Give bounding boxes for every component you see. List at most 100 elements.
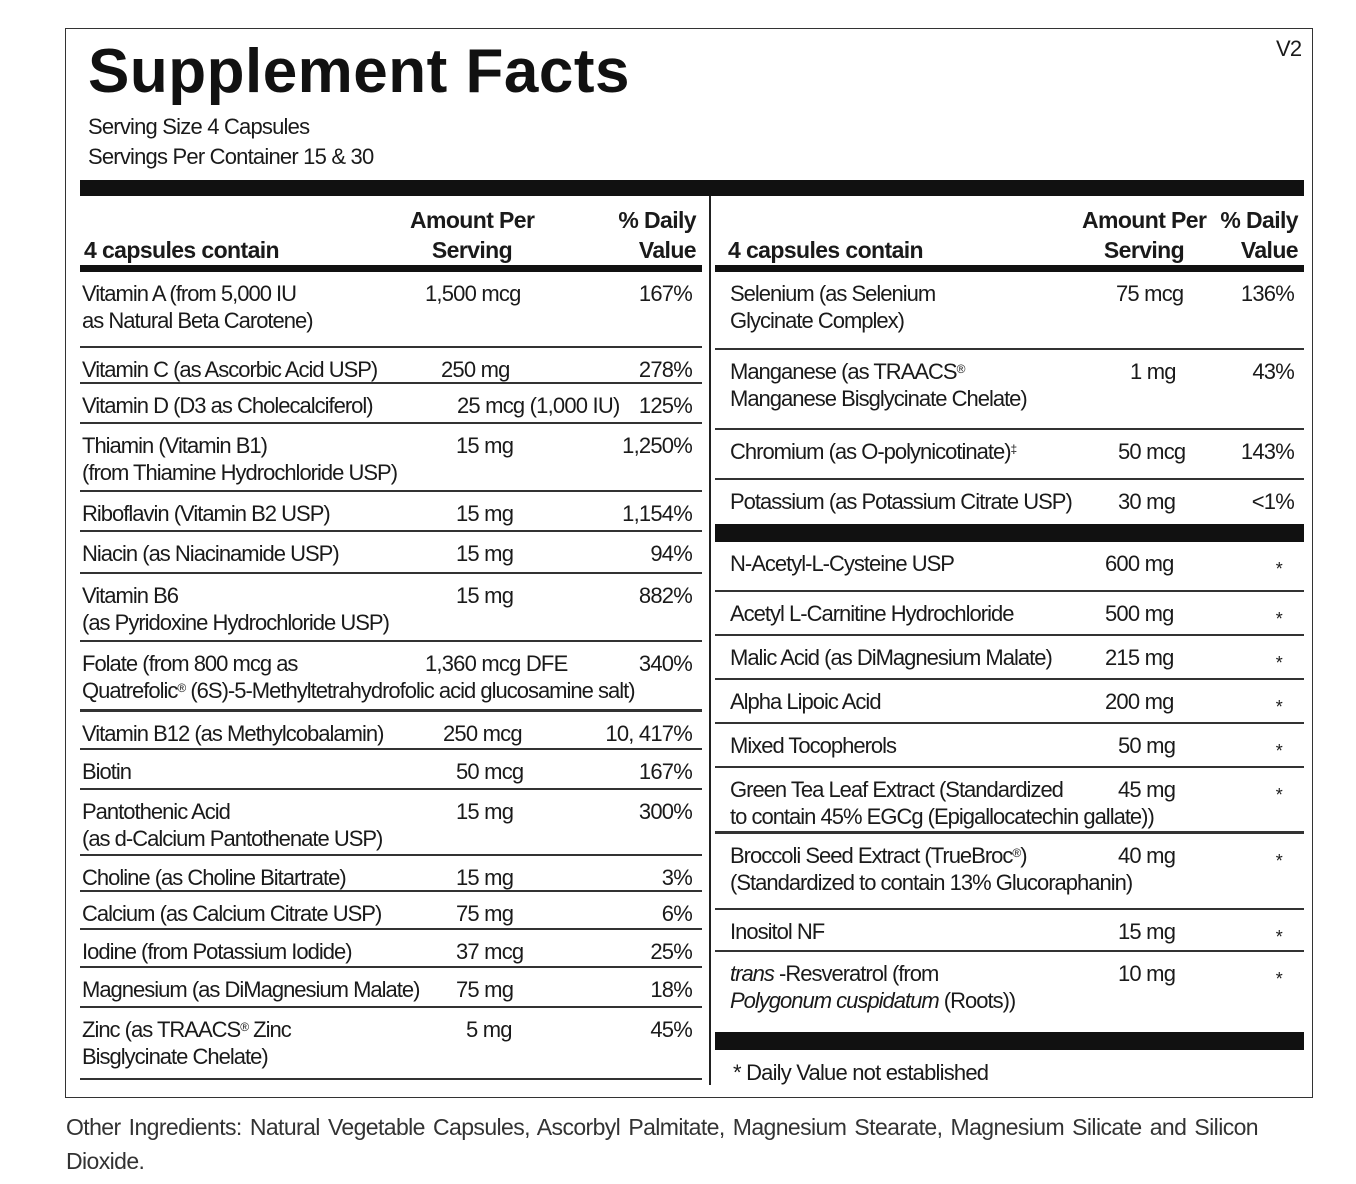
other-ingredients: Other Ingredients: Natural Vegetable Cap…: [66, 1114, 1259, 1174]
header-amount-line2: Serving: [431, 237, 513, 263]
nutrient-row: Green Tea Leaf Extract (Standardized to c…: [715, 768, 1304, 834]
nutrient-name-line: Vitamin B12 (as Methylcobalamin): [82, 721, 384, 746]
nutrient-daily-value: *: [1275, 559, 1283, 579]
nutrient-row: Acetyl L-Carnitine Hydrochloride 500 mg *: [715, 592, 1304, 636]
nutrient-row: N-Acetyl-L-Cysteine USP 600 mg *: [715, 542, 1304, 592]
nutrient-name: Choline (as Choline Bitartrate): [82, 864, 347, 891]
nutrient-name: Vitamin D (D3 as Cholecalciferol): [82, 392, 374, 419]
left-header-amount: Amount Per Serving: [410, 205, 535, 265]
nutrient-amount: 15 mg: [456, 541, 514, 566]
nutrient-name-line: Chromium (as O-polynicotinate)‡: [730, 439, 1017, 464]
version-label: V2: [1276, 36, 1302, 61]
nutrient-daily-value: 18%: [650, 977, 692, 1002]
nutrient-amount: 600 mg: [1105, 551, 1174, 576]
nutrient-name-line: Selenium (as Selenium: [730, 281, 936, 306]
nutrient-name: Potassium (as Potassium Citrate USP): [730, 488, 1073, 515]
nutrient-name-line: Acetyl L-Carnitine Hydrochloride: [730, 601, 1014, 626]
nutrient-name-line: Inositol NF: [730, 919, 825, 944]
nutrient-daily-value: *: [1275, 927, 1283, 947]
nutrient-name-line: Bisglycinate Chelate): [82, 1044, 269, 1069]
nutrient-row: Niacin (as Niacinamide USP) 15 mg 94%: [80, 532, 702, 574]
right-mid-bar: [715, 524, 1304, 542]
nutrient-name-line: Folate (from 800 mcg as: [82, 651, 298, 676]
column-divider: [709, 196, 711, 1085]
nutrient-daily-value: *: [1275, 697, 1283, 717]
nutrient-row: Mixed Tocopherols 50 mg *: [715, 724, 1304, 768]
nutrient-name: Thiamin (Vitamin B1) (from Thiamine Hydro…: [82, 432, 398, 486]
nutrient-amount: 75 mcg: [1116, 281, 1184, 306]
nutrient-name-line: Magnesium (as DiMagnesium Malate): [82, 977, 420, 1002]
nutrient-name: Calcium (as Calcium Citrate USP): [82, 900, 382, 927]
nutrient-name-line: Vitamin A (from 5,000 IU: [82, 281, 297, 306]
nutrient-name: Biotin: [82, 758, 132, 785]
nutrient-name-line: Vitamin D (D3 as Cholecalciferol): [82, 393, 374, 418]
nutrient-name-line: (as Pyridoxine Hydrochloride USP): [82, 610, 390, 635]
nutrient-amount: 15 mg: [456, 865, 514, 890]
nutrient-amount: 250 mg: [441, 357, 510, 382]
nutrient-row: Calcium (as Calcium Citrate USP) 75 mg 6%: [80, 892, 702, 930]
nutrient-daily-value: *: [1275, 785, 1283, 805]
nutrient-amount: 37 mcg: [456, 939, 524, 964]
left-header-contain: 4 capsules contain: [84, 237, 280, 263]
right-header-dv: % Daily Value: [1210, 205, 1298, 265]
nutrient-name: Alpha Lipoic Acid: [730, 688, 882, 715]
nutrient-amount: 15 mg: [456, 433, 514, 458]
nutrient-name: trans -Resveratrol (from Polygonum cuspid…: [730, 960, 1016, 1014]
nutrient-name-line: to contain 45% EGCg (Epigallocatechin ga…: [730, 804, 1155, 829]
nutrient-name-line: Manganese (as TRAACS®: [730, 359, 965, 384]
nutrient-row: Potassium (as Potassium Citrate USP) 30 m…: [715, 480, 1304, 524]
left-header-bar: [80, 265, 702, 272]
nutrient-daily-value: 3%: [661, 865, 693, 890]
nutrient-daily-value: 125%: [638, 393, 693, 418]
nutrient-row: Vitamin D (D3 as Cholecalciferol) 25 mcg …: [80, 384, 702, 424]
nutrient-daily-value: 300%: [638, 799, 693, 824]
nutrient-name: Vitamin C (as Ascorbic Acid USP): [82, 356, 378, 383]
nutrient-name: Zinc (as TRAACS® Zinc Bisglycinate Chelat…: [82, 1016, 292, 1070]
nutrient-row: Broccoli Seed Extract (TrueBroc®) (Standa…: [715, 834, 1304, 910]
nutrient-name: Folate (from 800 mcg as Quatrefolic® (6S)…: [82, 650, 636, 704]
nutrient-row: Vitamin C (as Ascorbic Acid USP) 250 mg 27…: [80, 348, 702, 384]
right-header-amount: Amount Per Serving: [1082, 205, 1207, 265]
header-dv-line1: % Daily: [618, 207, 696, 233]
nutrient-row: Magnesium (as DiMagnesium Malate) 75 mg 18…: [80, 968, 702, 1008]
header-dv-line1: % Daily: [1220, 207, 1298, 233]
nutrient-daily-value: 143%: [1240, 439, 1295, 464]
nutrient-row: Alpha Lipoic Acid 200 mg *: [715, 680, 1304, 724]
panel-title: Supplement Facts: [88, 37, 630, 106]
nutrient-amount: 1,500 mcg: [425, 281, 521, 306]
nutrient-amount: 215 mg: [1105, 645, 1174, 670]
servings-per-container: Servings Per Container 15 & 30: [88, 144, 374, 169]
nutrient-daily-value: 1,154%: [622, 501, 693, 526]
nutrient-daily-value: *: [1275, 969, 1283, 989]
nutrient-row: Zinc (as TRAACS® Zinc Bisglycinate Chelat…: [80, 1008, 702, 1080]
nutrient-amount: 15 mg: [456, 799, 514, 824]
nutrient-daily-value: 10, 417%: [605, 721, 692, 746]
nutrient-name-line: Iodine (from Potassium Iodide): [82, 939, 353, 964]
nutrient-amount: 500 mg: [1105, 601, 1174, 626]
nutrient-amount: 45 mg: [1118, 777, 1176, 802]
nutrient-name-line: trans -Resveratrol (from: [730, 961, 939, 986]
nutrient-row: Inositol NF 15 mg *: [715, 910, 1304, 952]
nutrient-name-line: Malic Acid (as DiMagnesium Malate): [730, 645, 1053, 670]
nutrient-amount: 50 mg: [1118, 733, 1176, 758]
nutrient-name-line: (from Thiamine Hydrochloride USP): [82, 460, 398, 485]
nutrient-daily-value: *: [1275, 851, 1283, 871]
nutrient-name-line: Broccoli Seed Extract (TrueBroc®): [730, 843, 1028, 868]
nutrient-name-line: Pantothenic Acid: [82, 799, 231, 824]
header-amount-line1: Amount Per: [410, 207, 535, 233]
nutrient-name: Chromium (as O-polynicotinate)‡: [730, 438, 1017, 465]
nutrient-name-line: Alpha Lipoic Acid: [730, 689, 882, 714]
nutrient-name-line: Zinc (as TRAACS® Zinc: [82, 1017, 292, 1042]
nutrient-name-line: as Natural Beta Carotene): [82, 308, 314, 333]
nutrient-name-line: Quatrefolic® (6S)-5-Methyltetrahydrofoli…: [82, 678, 636, 703]
nutrient-name-line: Glycinate Complex): [730, 308, 905, 333]
nutrient-daily-value: 94%: [650, 541, 692, 566]
nutrient-name-line: Biotin: [82, 759, 132, 784]
nutrient-daily-value: 167%: [638, 759, 693, 784]
nutrient-daily-value: 6%: [661, 901, 693, 926]
nutrient-name: Vitamin B6 (as Pyridoxine Hydrochloride U…: [82, 582, 390, 636]
nutrient-amount: 10 mg: [1118, 961, 1176, 986]
nutrient-daily-value: 882%: [638, 583, 693, 608]
nutrient-name-line: Thiamin (Vitamin B1): [82, 433, 268, 458]
nutrient-name: Acetyl L-Carnitine Hydrochloride: [730, 600, 1014, 627]
